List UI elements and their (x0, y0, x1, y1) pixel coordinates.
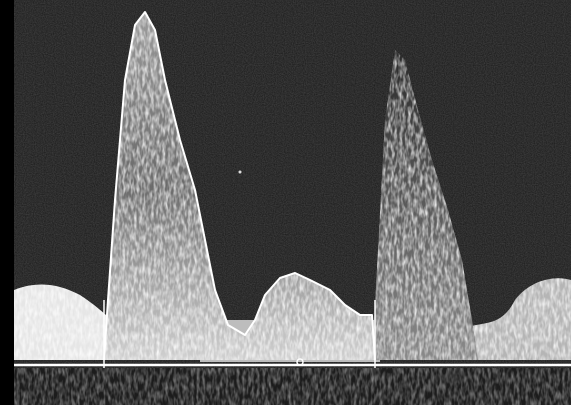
speck (239, 171, 242, 174)
page (0, 0, 571, 405)
lower-band-noise (14, 368, 571, 405)
doppler-image (0, 0, 571, 405)
